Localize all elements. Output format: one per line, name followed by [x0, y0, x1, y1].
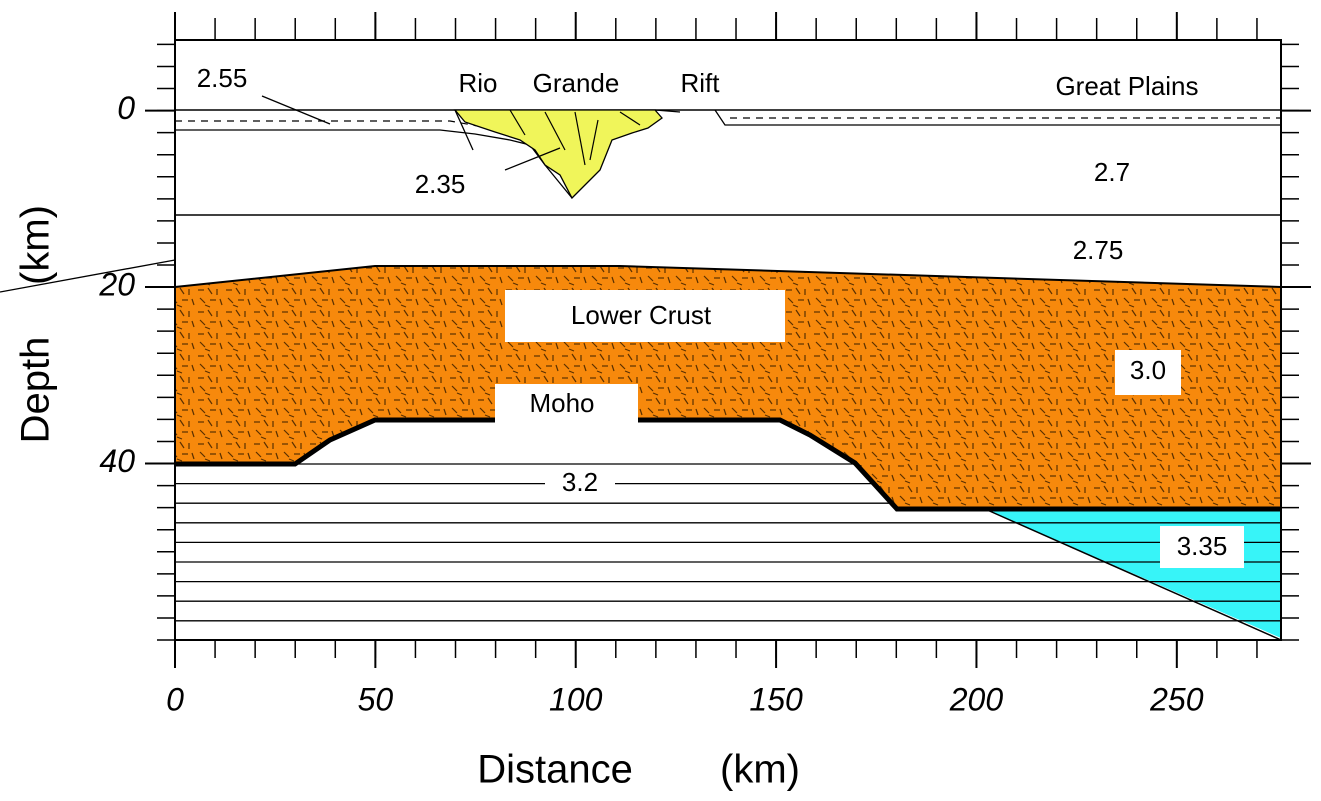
annotation: Moho — [529, 388, 594, 418]
lower-crust — [175, 266, 1281, 509]
y-tick-label: 0 — [117, 90, 135, 126]
annotation: Rio — [458, 68, 497, 98]
annotation: 2.55 — [197, 63, 248, 93]
label-boxes — [495, 290, 1244, 568]
leader-lines — [0, 95, 561, 293]
annotation: 2.35 — [415, 169, 466, 199]
great-plains-base — [714, 109, 1281, 126]
annotation: Great Plains — [1055, 71, 1198, 101]
annotation: 3.0 — [1130, 355, 1166, 385]
cyan-boundary — [984, 508, 1282, 641]
sediment-base-left — [175, 129, 573, 199]
basin-faults — [509, 109, 681, 166]
y-axis-unit: (km) — [14, 205, 58, 285]
annotation: 3.2 — [562, 467, 598, 497]
axes: 0 50 100 150 200 250 0 20 40 — [98, 12, 1311, 717]
x-tick-label: 100 — [549, 681, 603, 717]
y-tick-label: 40 — [99, 443, 135, 479]
annotation: Lower Crust — [571, 300, 712, 330]
annotation: Grande — [533, 68, 620, 98]
basin-fill — [453, 109, 663, 200]
x-tick-label: 50 — [358, 681, 394, 717]
y-tick-label: 20 — [98, 267, 135, 303]
annotation: 2.7 — [1094, 157, 1130, 187]
annotation: Rift — [681, 68, 721, 98]
lower-crust-top — [174, 265, 1282, 288]
x-axis-label: Distance — [477, 748, 633, 792]
x-tick-label: 150 — [749, 681, 803, 717]
x-axis-unit: (km) — [720, 748, 800, 792]
layers — [0, 95, 1282, 641]
annotation: 2.75 — [1073, 235, 1124, 265]
plot-frame — [174, 39, 1282, 641]
x-tick-label: 200 — [949, 681, 1004, 717]
y-axis-label: Depth — [14, 337, 58, 444]
moho — [175, 417, 1281, 512]
x-tick-label: 0 — [166, 681, 184, 717]
annotation: 3.35 — [1177, 531, 1228, 561]
x-tick-label: 250 — [1149, 681, 1204, 717]
